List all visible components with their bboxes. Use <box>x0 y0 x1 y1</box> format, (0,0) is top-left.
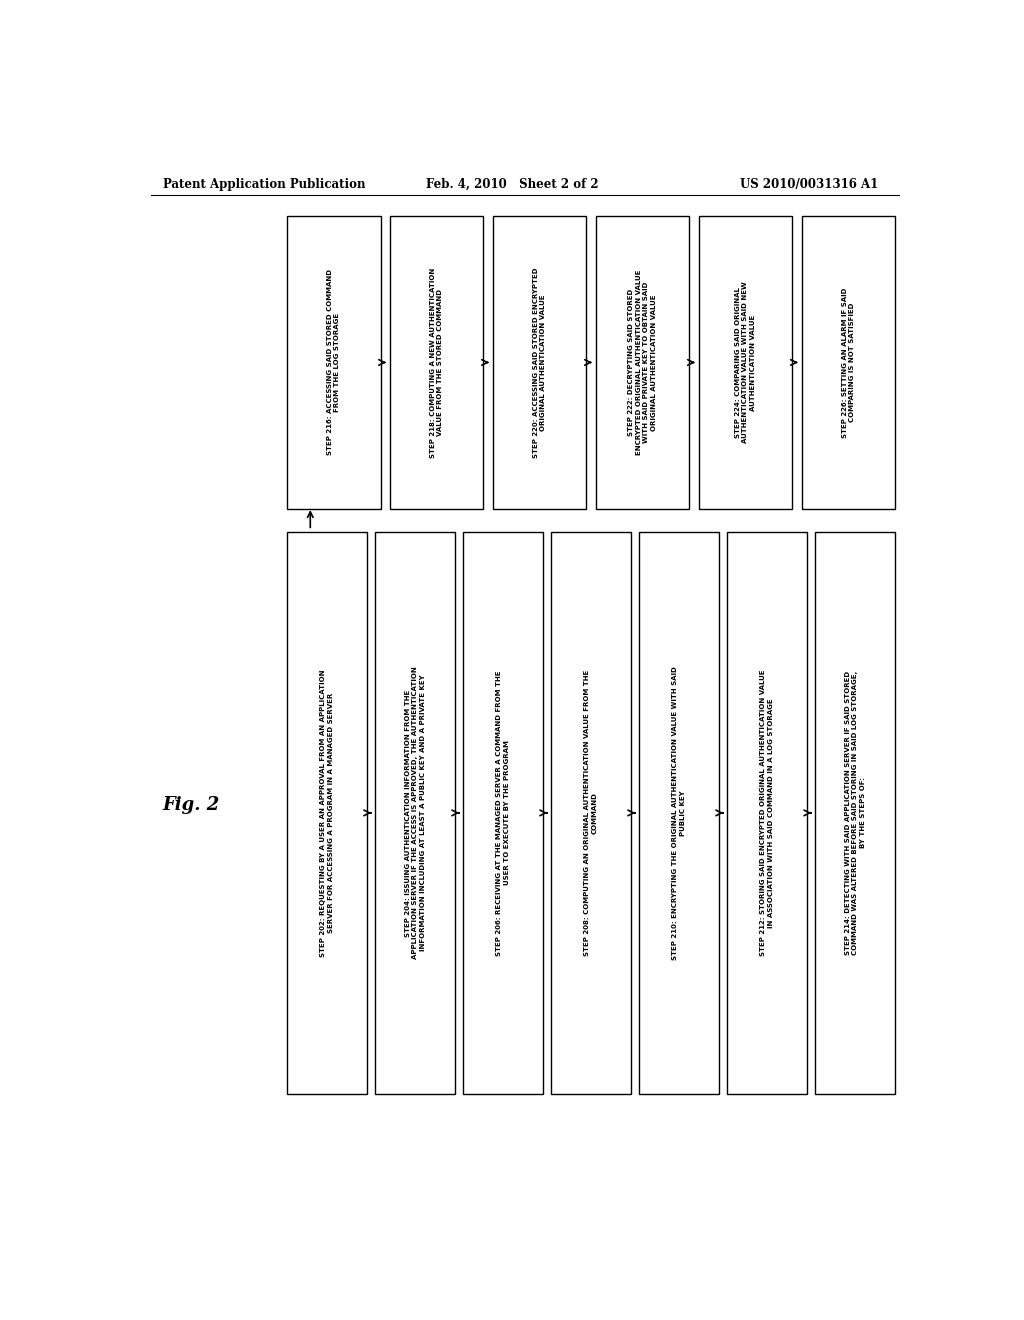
Bar <box>815 532 895 1094</box>
Text: STEP 226: SETTING AN ALARM IF SAID
COMPARING IS NOT SATISFIED: STEP 226: SETTING AN ALARM IF SAID COMPA… <box>842 288 855 438</box>
Text: STEP 222: DECRYPTING SAID STORED
ENCRYPTED ORIGINAL AUTHENTICATION VALUE
WITH SA: STEP 222: DECRYPTING SAID STORED ENCRYPT… <box>629 269 656 455</box>
Bar <box>639 532 719 1094</box>
Bar <box>802 216 895 508</box>
Text: STEP 202: REQUESTING BY A USER AN APPROVAL FROM AN APPLICATION
SERVER FOR ACCESS: STEP 202: REQUESTING BY A USER AN APPROV… <box>321 669 334 957</box>
Text: STEP 214: DETECTING WITH SAID APPLICATION SERVER IF SAID STORED
COMMAND WAS ALTE: STEP 214: DETECTING WITH SAID APPLICATIO… <box>845 671 865 956</box>
Text: US 2010/0031316 A1: US 2010/0031316 A1 <box>740 178 879 190</box>
Bar <box>698 216 793 508</box>
Text: Patent Application Publication: Patent Application Publication <box>163 178 366 190</box>
Bar <box>390 216 483 508</box>
Bar <box>596 216 689 508</box>
Bar <box>287 532 368 1094</box>
Text: STEP 208: COMPUTING AN ORIGINAL AUTHENTICATION VALUE FROM THE
COMMAND: STEP 208: COMPUTING AN ORIGINAL AUTHENTI… <box>585 669 598 956</box>
Text: Feb. 4, 2010   Sheet 2 of 2: Feb. 4, 2010 Sheet 2 of 2 <box>426 178 599 190</box>
Text: STEP 204: ISSUING AUTHENTICATION INFORMATION FROM THE
APPLICATION SERVER IF THE : STEP 204: ISSUING AUTHENTICATION INFORMA… <box>404 667 426 960</box>
Text: STEP 220: ACCESSING SAID STORED ENCRYPTED
ORIGINAL AUTHENTICATION VALUE: STEP 220: ACCESSING SAID STORED ENCRYPTE… <box>532 267 547 458</box>
Text: STEP 224: COMPARING SAID ORIGINAL
AUTHENTICATION VALUE WITH SAID NEW
AUTHENTICAT: STEP 224: COMPARING SAID ORIGINAL AUTHEN… <box>735 281 756 444</box>
Bar <box>551 532 631 1094</box>
Bar <box>463 532 543 1094</box>
Text: STEP 216: ACCESSING SAID STORED COMMAND
FROM THE LOG STORAGE: STEP 216: ACCESSING SAID STORED COMMAND … <box>327 269 340 455</box>
Bar <box>287 216 381 508</box>
Text: STEP 210: ENCRYPTING THE ORIGINAL AUTHENTICATION VALUE WITH SAID
PUBLIC KEY: STEP 210: ENCRYPTING THE ORIGINAL AUTHEN… <box>673 667 686 960</box>
Text: STEP 218: COMPUTING A NEW AUTHENTICATION
VALUE FROM THE STORED COMMAND: STEP 218: COMPUTING A NEW AUTHENTICATION… <box>430 268 443 458</box>
Bar <box>493 216 587 508</box>
Text: STEP 212: STORING SAID ENCRYPTED ORIGINAL AUTHENTICATION VALUE
IN ASSOCIATION WI: STEP 212: STORING SAID ENCRYPTED ORIGINA… <box>761 669 774 956</box>
Bar <box>375 532 455 1094</box>
Text: STEP 206: RECEIVING AT THE MANAGED SERVER A COMMAND FROM THE
USER TO EXECUTE BY : STEP 206: RECEIVING AT THE MANAGED SERVE… <box>497 671 510 956</box>
Bar <box>727 532 807 1094</box>
Text: Fig. 2: Fig. 2 <box>163 796 220 814</box>
